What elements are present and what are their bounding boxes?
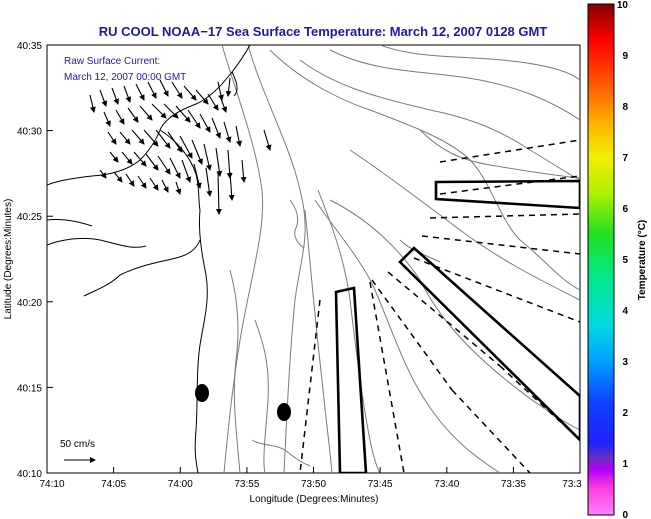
sampling-sectors [334,179,580,473]
y-tick-label: 40:10 [17,469,42,480]
map-title: RU COOL NOAA−17 Sea Surface Temperature:… [99,24,548,39]
y-tick-label: 40:30 [17,127,42,138]
surface-current-vectors [89,77,272,215]
x-tick-label: 73:35 [501,479,526,490]
y-tick-label: 40:25 [17,212,42,223]
y-tick-label: 40:35 [17,41,42,52]
colorbar-tick-label: 7 [622,153,628,164]
station-marker [195,384,209,402]
x-axis-label: Longitude (Degrees:Minutes) [250,494,379,505]
colorbar-tick-label: 10 [617,0,629,11]
coastline [47,45,251,473]
x-tick-label: 74:00 [168,479,193,490]
station-marker [277,403,291,421]
x-tick-label: 73:3 [562,479,582,490]
colorbar-label: Temperature (°C) [637,220,648,301]
colorbar-tick-label: 3 [622,357,628,368]
colorbar-tick-label: 2 [622,408,628,419]
colorbar-tick-label: 4 [622,306,628,317]
colorbar-ticks: 10 9 8 7 6 5 4 3 2 1 0 [617,0,629,519]
current-label-line2: March 12, 2007 00:00 GMT [64,72,186,83]
colorbar-tick-label: 8 [622,102,628,113]
y-tick-label: 40:20 [17,298,42,309]
bathymetry-contours [221,45,580,473]
colorbar-tick-label: 0 [622,510,628,519]
y-axis: 40:35 40:30 40:25 40:20 40:15 40:10 [17,41,53,480]
colorbar-tick-label: 9 [622,51,628,62]
colorbar: 10 9 8 7 6 5 4 3 2 1 0 Temperature (°C) [587,0,648,519]
plot-area [46,44,581,474]
x-axis: 74:10 74:05 74:00 73:55 73:50 73:45 73:4… [39,467,582,490]
x-tick-label: 74:10 [39,479,64,490]
scale-arrow-label: 50 cm/s [60,439,95,450]
x-tick-label: 74:05 [101,479,126,490]
colorbar-tick-label: 1 [622,459,628,470]
colorbar-gradient [587,3,615,516]
y-axis-label: Latitude (Degrees:Minutes) [3,199,14,320]
colorbar-tick-label: 6 [622,204,628,215]
x-tick-label: 73:55 [234,479,259,490]
x-tick-label: 73:50 [301,479,326,490]
colorbar-tick-label: 5 [622,255,628,266]
x-tick-label: 73:45 [368,479,393,490]
y-tick-label: 40:15 [17,383,42,394]
x-tick-label: 73:40 [434,479,459,490]
current-label-line1: Raw Surface Current: [64,56,160,67]
